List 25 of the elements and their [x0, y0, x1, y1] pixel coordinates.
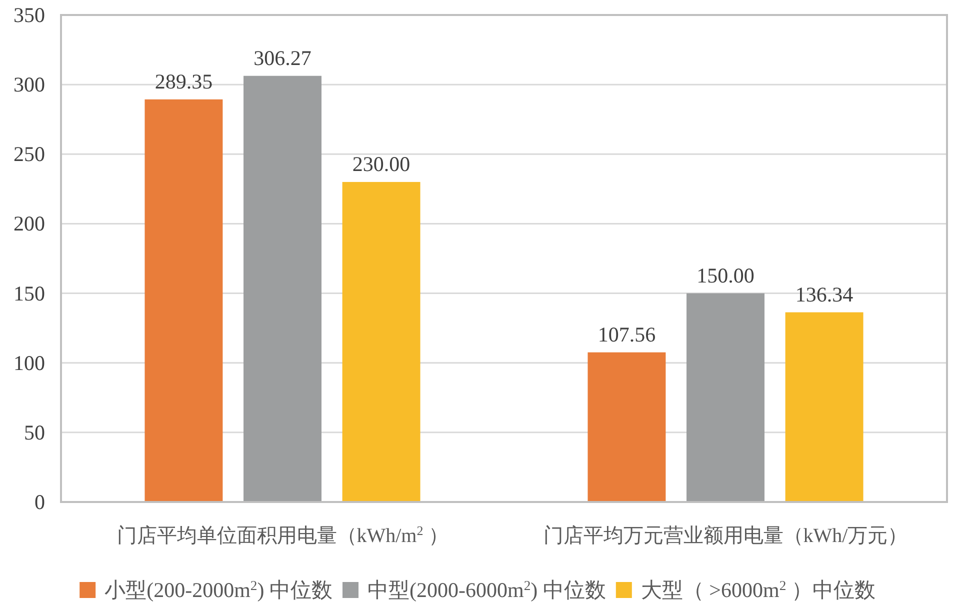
data-label: 150.00: [696, 263, 754, 288]
bar: [244, 76, 322, 502]
y-tick-label: 250: [14, 142, 45, 166]
legend-label: 小型(200-2000m$^{2}$) 中位数: [104, 578, 332, 602]
bar: [342, 182, 420, 502]
data-label: 289.35: [154, 69, 213, 94]
bar: [588, 352, 666, 502]
legend-label: 大型（ >6000m$^{2}$ ）中位数: [640, 578, 876, 602]
data-label: 306.27: [254, 46, 312, 70]
data-label: 230.00: [352, 152, 410, 176]
data-label: 136.34: [795, 282, 854, 306]
data-label: 107.56: [598, 322, 656, 346]
y-tick-label: 0: [34, 490, 45, 514]
x-tick-label: 门店平均单位面积用电量（kWh/m$^{2}$ ）: [116, 522, 448, 547]
y-tick-label: 50: [24, 420, 45, 444]
y-tick-label: 350: [14, 3, 45, 27]
y-tick-label: 200: [14, 212, 45, 236]
y-tick-label: 150: [14, 281, 45, 306]
bar: [686, 293, 764, 502]
y-tick-label: 100: [14, 350, 45, 375]
x-tick-label: 门店平均万元营业额用电量（kWh/万元）: [543, 525, 908, 547]
bar: [785, 312, 864, 502]
bar: [144, 99, 223, 502]
y-tick-label: 300: [14, 72, 45, 97]
legend-label: 中型(2000-6000m$^{2}$) 中位数: [367, 578, 606, 602]
